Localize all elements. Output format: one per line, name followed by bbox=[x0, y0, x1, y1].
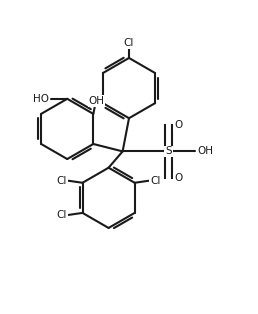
Text: HO: HO bbox=[33, 94, 49, 104]
Text: S: S bbox=[165, 146, 172, 156]
Text: O: O bbox=[174, 120, 182, 130]
Text: OH: OH bbox=[197, 146, 213, 156]
Text: Cl: Cl bbox=[57, 210, 67, 220]
Text: Cl: Cl bbox=[124, 38, 134, 48]
Text: O: O bbox=[174, 173, 182, 183]
Text: OH: OH bbox=[88, 96, 104, 106]
Text: Cl: Cl bbox=[150, 176, 161, 186]
Text: Cl: Cl bbox=[57, 176, 67, 186]
